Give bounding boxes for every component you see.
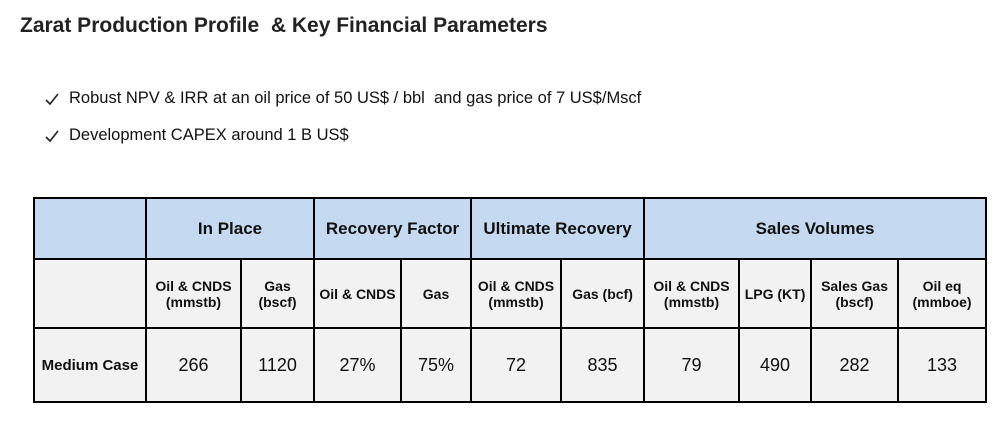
check-icon bbox=[45, 130, 59, 142]
cell: 72 bbox=[470, 327, 563, 403]
check-icon bbox=[45, 93, 59, 105]
column-header: Oil & CNDS (mmstb) bbox=[643, 258, 741, 329]
cell: 27% bbox=[313, 327, 403, 403]
cell: 79 bbox=[643, 327, 741, 403]
column-header: Oil & CNDS (mmstb) bbox=[145, 258, 242, 329]
cell: 266 bbox=[145, 327, 242, 403]
group-header: Recovery Factor bbox=[313, 197, 473, 260]
group-header: Ultimate Recovery bbox=[470, 197, 646, 260]
data-row: Medium Case 266 1120 27% 75% 72 835 79 490 282 133 bbox=[33, 327, 988, 403]
column-header: Oil & CNDS bbox=[313, 258, 403, 329]
bullet-text: Robust NPV & IRR at an oil price of 50 U… bbox=[69, 89, 642, 107]
bullet-text: Development CAPEX around 1 B US$ bbox=[69, 126, 349, 144]
cell: 75% bbox=[400, 327, 473, 403]
bullet: Robust NPV & IRR at an oil price of 50 U… bbox=[45, 89, 641, 108]
cell: 133 bbox=[897, 327, 988, 403]
column-header: Gas (bscf) bbox=[239, 258, 316, 329]
column-row: Oil & CNDS (mmstb) Gas (bscf) Oil & CNDS Ga… bbox=[33, 258, 988, 329]
parameters-table: In Place Recovery Factor Ultimate Recove… bbox=[33, 197, 988, 403]
bullet: Development CAPEX around 1 B US$ bbox=[45, 126, 349, 145]
column-header: Sales Gas (bscf) bbox=[810, 258, 900, 329]
row-label: Medium Case bbox=[33, 327, 147, 403]
empty-cell bbox=[33, 197, 147, 260]
column-header: Oil eq (mmboe) bbox=[897, 258, 988, 329]
cell: 1120 bbox=[239, 327, 316, 403]
group-header: In Place bbox=[144, 197, 316, 260]
group-header: Sales Volumes bbox=[643, 197, 988, 260]
empty-cell bbox=[33, 258, 147, 329]
cell: 282 bbox=[810, 327, 900, 403]
title: Zarat Production Profile & Key Financial… bbox=[20, 14, 548, 37]
column-header: Gas bbox=[400, 258, 473, 329]
column-header: Oil & CNDS (mmstb) bbox=[470, 258, 563, 329]
cell: 835 bbox=[560, 327, 646, 403]
group-row: In Place Recovery Factor Ultimate Recove… bbox=[33, 197, 988, 260]
cell: 490 bbox=[738, 327, 813, 403]
column-header: LPG (KT) bbox=[738, 258, 813, 329]
column-header: Gas (bcf) bbox=[560, 258, 646, 329]
